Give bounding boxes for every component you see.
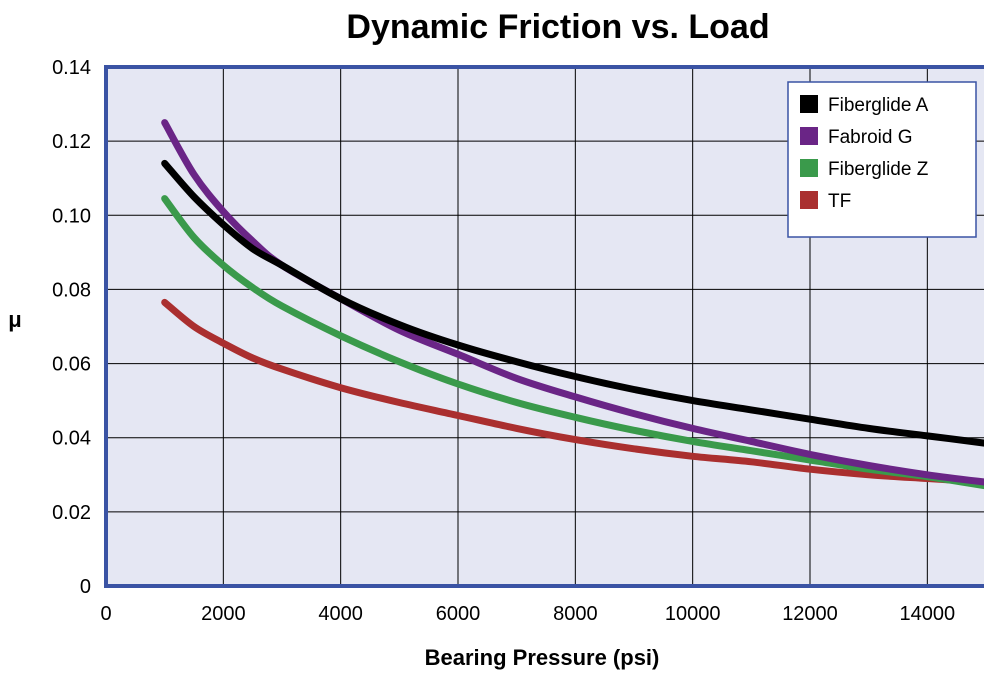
legend-swatch (800, 159, 818, 177)
y-tick-label: 0.14 (52, 57, 91, 79)
y-tick-label: 0 (80, 576, 91, 598)
y-axis-title: μ (8, 307, 21, 332)
legend-label: Fiberglide A (828, 95, 929, 116)
y-tick-label: 0.12 (52, 131, 91, 153)
legend-label: Fabroid G (828, 127, 912, 148)
y-axis-ticks: 0 0.02 0.04 0.06 0.08 0.10 0.12 0.14 (52, 57, 91, 598)
series-layer (161, 119, 984, 490)
x-tick-label: 4000 (318, 603, 363, 625)
series-line-tf (161, 298, 984, 486)
legend-swatch (800, 191, 818, 209)
series-line-fabroid-g (161, 119, 984, 486)
y-tick-label: 0.06 (52, 354, 91, 376)
x-axis-ticks: 0 2000 4000 6000 8000 10000 12000 14000 (100, 603, 955, 625)
y-tick-label: 0.02 (52, 502, 91, 524)
legend-label: Fiberglide Z (828, 159, 929, 180)
legend-swatch (800, 127, 818, 145)
x-tick-label: 10000 (665, 603, 721, 625)
x-tick-label: 8000 (553, 603, 598, 625)
legend: Fiberglide A Fabroid G Fiberglide Z TF (787, 81, 977, 238)
x-tick-label: 12000 (782, 603, 838, 625)
legend-label: TF (828, 191, 851, 212)
plot-frame (104, 65, 984, 588)
legend-box (787, 81, 977, 238)
grid-lines (106, 67, 984, 586)
y-tick-label: 0.04 (52, 428, 91, 450)
x-tick-label: 6000 (436, 603, 481, 625)
chart-title: Dynamic Friction vs. Load (346, 8, 769, 46)
series-line-fiberglide-a (161, 159, 984, 447)
legend-swatch (800, 95, 818, 113)
y-tick-label: 0.08 (52, 279, 91, 301)
series-line-fiberglide-z (161, 195, 984, 490)
x-tick-label: 14000 (900, 603, 956, 625)
x-tick-label: 0 (100, 603, 111, 625)
x-axis-title: Bearing Pressure (psi) (425, 645, 660, 670)
y-tick-label: 0.10 (52, 205, 91, 227)
x-tick-label: 2000 (201, 603, 246, 625)
